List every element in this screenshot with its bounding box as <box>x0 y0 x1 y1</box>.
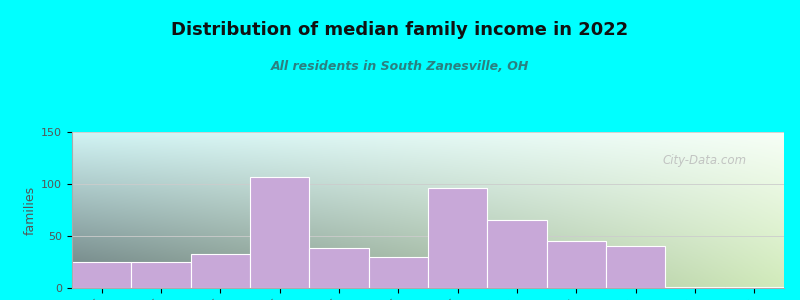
Bar <box>250 177 310 288</box>
Bar <box>487 220 546 288</box>
Y-axis label: families: families <box>24 185 37 235</box>
Bar <box>725 287 784 288</box>
Bar <box>428 188 487 288</box>
Text: All residents in South Zanesville, OH: All residents in South Zanesville, OH <box>271 60 529 73</box>
Bar <box>131 262 190 288</box>
Text: City-Data.com: City-Data.com <box>663 154 747 166</box>
Bar <box>369 257 428 288</box>
Bar <box>666 287 725 288</box>
Bar <box>190 254 250 288</box>
Bar <box>546 241 606 288</box>
Bar <box>72 262 131 288</box>
Bar <box>310 248 369 288</box>
Text: Distribution of median family income in 2022: Distribution of median family income in … <box>171 21 629 39</box>
Bar <box>606 246 666 288</box>
